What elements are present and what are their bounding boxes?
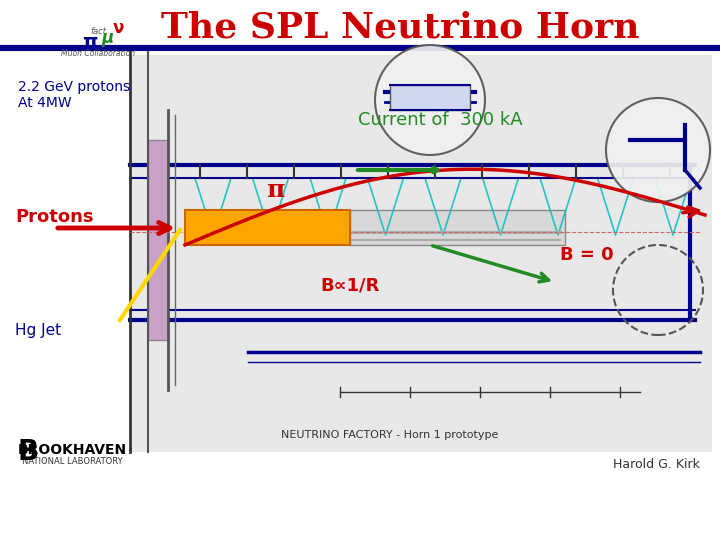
Text: ν: ν [112,19,124,37]
Text: π: π [82,32,98,51]
Bar [350,210,565,245]
Text: The SPL Neutrino Horn: The SPL Neutrino Horn [161,11,639,45]
Circle shape [375,45,485,155]
Bar [130,55,712,452]
Bar [390,85,470,110]
Text: π: π [266,178,284,202]
Circle shape [606,98,710,202]
Text: Current of  300 kA: Current of 300 kA [358,111,522,129]
Text: BROOKHAVEN: BROOKHAVEN [17,443,127,457]
Text: Hg Jet: Hg Jet [15,322,61,338]
Text: B: B [17,438,39,466]
Text: B = 0: B = 0 [560,246,613,264]
Text: fact: fact [90,28,106,37]
Text: NEUTRINO FACTORY - Horn 1 prototype: NEUTRINO FACTORY - Horn 1 prototype [282,430,499,440]
Text: Harold G. Kirk: Harold G. Kirk [613,458,700,471]
Bar [185,210,350,245]
Bar [148,140,168,340]
Text: Protons: Protons [15,208,94,226]
Text: 2.2 GeV protons
At 4MW: 2.2 GeV protons At 4MW [18,80,130,110]
Text: Muon Collaboration: Muon Collaboration [61,49,135,57]
Text: B∝1/R: B∝1/R [320,276,379,294]
Text: NATIONAL LABORATORY: NATIONAL LABORATORY [22,457,122,467]
Text: μ: μ [102,29,114,47]
